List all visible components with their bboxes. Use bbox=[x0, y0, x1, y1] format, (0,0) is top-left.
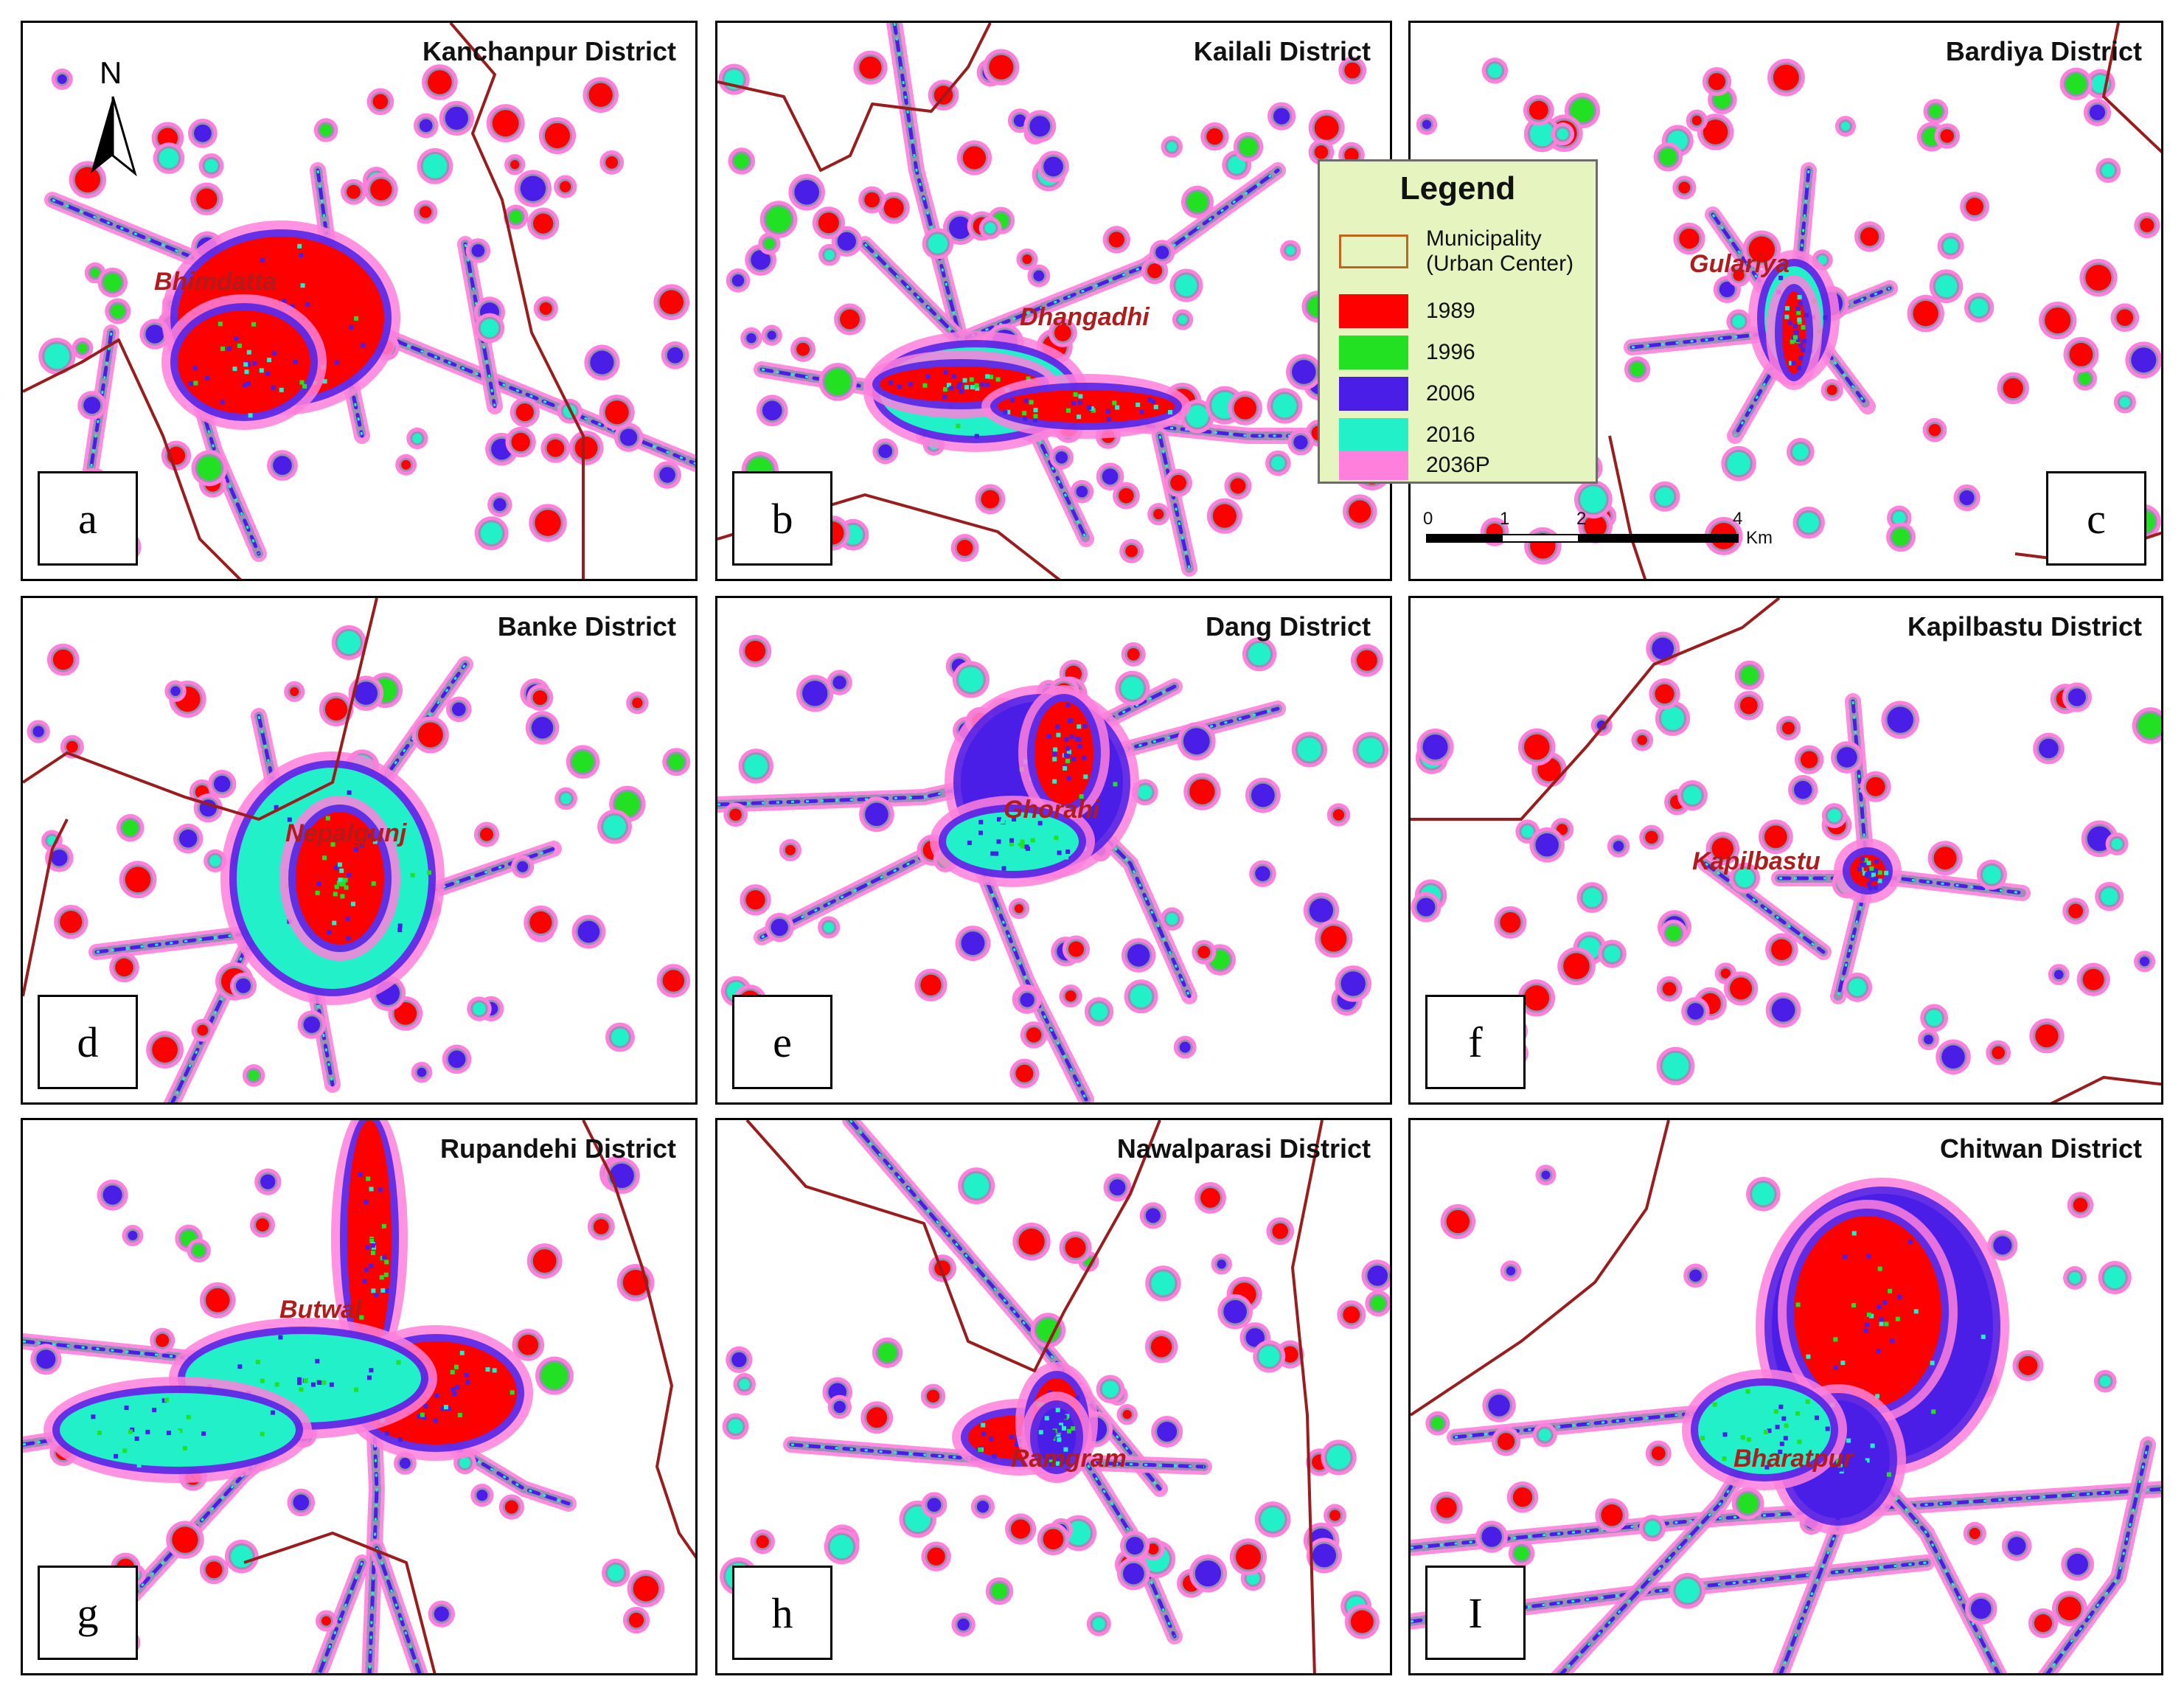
panel-title: Bardiya District bbox=[1945, 36, 2142, 66]
legend-label: Municipality (Urban Center) bbox=[1426, 226, 1574, 276]
scale-segment bbox=[1578, 534, 1739, 543]
panel-title: Rupandehi District bbox=[439, 1133, 676, 1164]
map-canvas-e bbox=[717, 634, 1389, 1102]
city-label: Ghorahi bbox=[1004, 796, 1100, 824]
legend-title: Legend bbox=[1399, 170, 1516, 206]
legend-swatch bbox=[1339, 377, 1408, 411]
north-arrow: N bbox=[83, 55, 157, 185]
map-panel-a: Kanchanpur District Bhimdatta N a bbox=[21, 21, 698, 581]
north-label: N bbox=[100, 55, 122, 90]
map-canvas-d bbox=[23, 598, 691, 1102]
panel-title: Kailali District bbox=[1193, 36, 1371, 66]
legend-label: 2006 bbox=[1426, 381, 1475, 406]
panel-title: Kapilbastu District bbox=[1907, 611, 2142, 642]
panel-label: d bbox=[38, 995, 138, 1089]
panel-label: f bbox=[1425, 995, 1526, 1089]
legend-item-2006: 2006 bbox=[1339, 377, 1475, 411]
north-arrow-icon bbox=[91, 96, 137, 177]
legend-item-municipality: Municipality (Urban Center) bbox=[1339, 223, 1573, 279]
city-label: Dhangadhi bbox=[1020, 303, 1150, 331]
legend-swatch-outline bbox=[1339, 234, 1408, 268]
map-panel-d: Banke District Nepalgunj d bbox=[21, 596, 698, 1105]
panel-label: e bbox=[732, 995, 832, 1089]
legend-label: 2036P bbox=[1426, 453, 1490, 477]
legend-swatch bbox=[1339, 294, 1408, 328]
legend-label: 1989 bbox=[1426, 299, 1475, 323]
panel-label: h bbox=[732, 1566, 832, 1660]
panel-label: g bbox=[38, 1566, 138, 1660]
scale-unit: Km bbox=[1746, 528, 1773, 548]
legend-label: 2016 bbox=[1426, 423, 1475, 447]
map-canvas-b bbox=[717, 23, 1390, 579]
scale-tick: 0 bbox=[1423, 509, 1433, 529]
city-label: Kapilbastu bbox=[1692, 847, 1820, 875]
legend-item-1996: 1996 bbox=[1339, 336, 1475, 369]
panel-title: Kanchanpur District bbox=[422, 36, 676, 66]
panel-title: Dang District bbox=[1205, 611, 1371, 642]
city-label: Gulariya bbox=[1689, 250, 1790, 278]
map-panel-g: Rupandehi District Butwal g bbox=[21, 1118, 698, 1675]
panel-label: c bbox=[2046, 471, 2146, 566]
legend-item-2016: 2016 bbox=[1339, 418, 1475, 452]
legend-item-2036p: 2036P bbox=[1339, 451, 1490, 480]
scale-tick: 2 bbox=[1576, 509, 1587, 529]
panel-label: b bbox=[732, 471, 832, 566]
panel-title: Chitwan District bbox=[1939, 1133, 2142, 1164]
legend-swatch bbox=[1339, 451, 1408, 480]
city-label: Ramgram bbox=[1011, 1445, 1127, 1473]
city-label: Bharatpur bbox=[1733, 1445, 1854, 1473]
city-label: Nepalgunj bbox=[285, 819, 407, 847]
scale-tick: 1 bbox=[1500, 509, 1510, 529]
legend-item-1989: 1989 bbox=[1339, 294, 1475, 328]
map-canvas-a bbox=[23, 23, 695, 579]
map-canvas-i bbox=[1411, 1120, 2161, 1673]
map-panel-f: Kapilbastu District Kapilbastu f bbox=[1408, 596, 2163, 1105]
scale-segment bbox=[1501, 534, 1579, 543]
map-panel-h: Nawalparasi District Ramgram h bbox=[715, 1118, 1392, 1675]
map-canvas-f bbox=[1411, 598, 2161, 1102]
scale-segment bbox=[1426, 534, 1503, 543]
map-panel-i: Chitwan District Bharatpur I bbox=[1408, 1118, 2163, 1675]
map-panel-b: Kailali District Dhangadhi b bbox=[715, 21, 1392, 581]
city-label: Bhimdatta bbox=[154, 268, 277, 296]
scale-tick: 4 bbox=[1733, 509, 1743, 529]
map-legend: Legend Municipality (Urban Center) 1989 … bbox=[1318, 159, 1598, 484]
panel-title: Nawalparasi District bbox=[1116, 1133, 1371, 1164]
legend-swatch bbox=[1339, 418, 1408, 452]
panel-label: I bbox=[1425, 1566, 1526, 1660]
map-canvas-h bbox=[720, 1120, 1390, 1673]
legend-label: 1996 bbox=[1426, 340, 1475, 364]
panel-title: Banke District bbox=[497, 611, 676, 642]
scale-bar: 0 1 2 4 Km bbox=[1423, 509, 1773, 568]
legend-swatch bbox=[1339, 336, 1408, 369]
panel-label: a bbox=[38, 471, 138, 566]
city-label: Butwal bbox=[279, 1296, 362, 1324]
map-panel-e: Dang District Ghorahi e bbox=[715, 596, 1392, 1105]
